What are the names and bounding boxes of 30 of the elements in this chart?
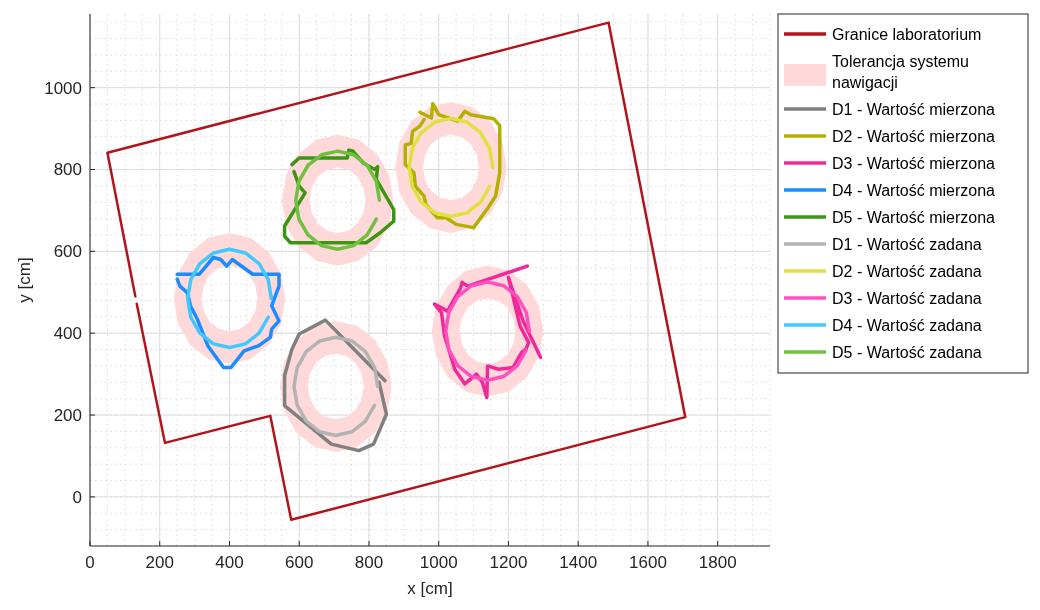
y-tick-label: 600 — [53, 242, 82, 262]
x-axis-title: x [cm] — [407, 579, 453, 598]
x-tick-label: 800 — [354, 553, 384, 572]
y-tick-label: 200 — [53, 406, 82, 425]
legend-label: D4 - Wartość zadana — [832, 316, 982, 334]
legend-label: D1 - Wartość zadana — [832, 235, 982, 253]
x-tick-label: 400 — [215, 553, 244, 572]
legend-label: D5 - Wartość mierzona — [832, 208, 996, 226]
legend-label: Tolerancja systemu nawigacji — [832, 52, 969, 91]
x-tick-label: 1200 — [489, 553, 528, 572]
legend-label: D5 - Wartość zadana — [832, 343, 982, 361]
y-tick-label: 0 — [72, 487, 82, 507]
x-tick-label: 1400 — [559, 553, 598, 572]
x-tick-label: 0 — [85, 553, 95, 572]
y-tick-label: 400 — [53, 324, 82, 344]
legend-label: Granice laboratorium — [832, 25, 982, 43]
legend-label: D3 - Wartość zadana — [832, 289, 982, 307]
x-tick-label: 200 — [145, 553, 174, 572]
x-tick-label: 1000 — [419, 553, 458, 572]
legend-label: D3 - Wartość mierzona — [832, 154, 996, 172]
legend-label: D1 - Wartość mierzona — [832, 100, 996, 118]
x-tick-label: 1800 — [698, 553, 737, 572]
y-tick-label: 800 — [53, 160, 82, 180]
legend-label: D2 - Wartość mierzona — [832, 127, 996, 145]
legend-label: D4 - Wartość mierzona — [832, 181, 996, 199]
y-axis-title: y [cm] — [15, 257, 34, 303]
legend-label: D2 - Wartość zadana — [832, 262, 982, 280]
y-tick-label: 1000 — [44, 78, 82, 98]
x-tick-label: 1600 — [629, 553, 667, 572]
x-tick-label: 600 — [285, 553, 314, 572]
